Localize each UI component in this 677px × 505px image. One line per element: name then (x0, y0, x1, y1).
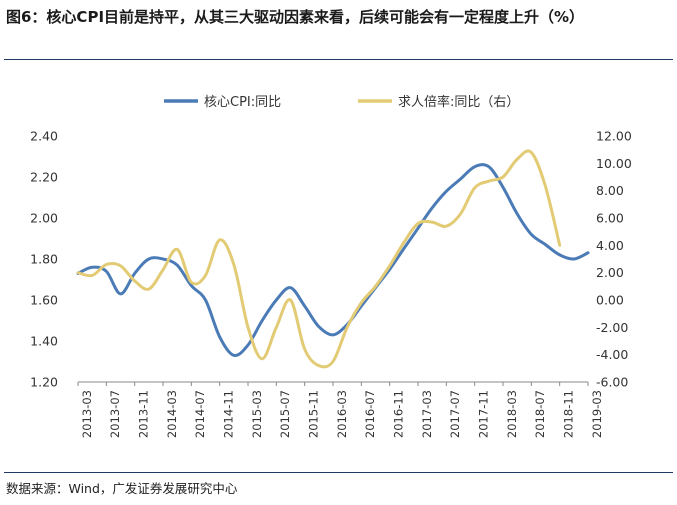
y-left-tick-label: 2.20 (30, 170, 58, 185)
x-tick-label: 2016-11 (391, 390, 405, 438)
x-tick-label: 2015-03 (250, 390, 264, 438)
y-left-tick-label: 1.40 (30, 334, 58, 349)
y-right-tick-label: 6.00 (596, 211, 624, 226)
y-right-tick-label: 10.00 (596, 156, 632, 171)
x-tick-label: 2017-11 (476, 390, 490, 438)
y-right-tick-label: -6.00 (596, 375, 628, 390)
x-tick-label: 2014-07 (193, 390, 207, 438)
y-right-tick-label: 12.00 (596, 129, 632, 144)
x-tick-label: 2018-11 (561, 390, 575, 438)
x-tick-label: 2016-07 (363, 390, 377, 438)
legend-label: 求人倍率:同比（右） (398, 94, 519, 110)
y-right-tick-label: -2.00 (596, 320, 628, 335)
legend: 核心CPI:同比 求人倍率:同比（右） (164, 94, 519, 110)
y-axis-right: 12.00 10.00 8.00 6.00 4.00 2.00 0.00 -2.00 -4.00… (596, 129, 632, 390)
x-tick-label: 2018-07 (533, 390, 547, 438)
y-right-tick-label: -4.00 (596, 347, 628, 362)
x-tick-label: 2013-07 (108, 390, 122, 438)
series-line-job-ratio (76, 149, 562, 369)
x-tick-label: 2019-03 (590, 390, 604, 438)
x-tick-label: 2014-03 (165, 390, 179, 438)
source-note: 数据来源：Wind，广发证券发展研究中心 (6, 481, 238, 496)
x-tick-label: 2015-11 (306, 390, 320, 438)
x-tick-label: 2014-11 (221, 390, 235, 438)
y-right-tick-label: 8.00 (596, 183, 624, 198)
chart-title: 图6：核心CPI目前是持平，从其三大驱动因素来看，后续可能会有一定程度上升（%） (6, 8, 585, 26)
chart-area: 核心CPI:同比 求人倍率:同比（右） 2.40 2.20 2.00 1.80 1.60 1… (30, 94, 632, 438)
x-tick-label: 2018-03 (505, 390, 519, 438)
y-left-tick-label: 1.20 (30, 375, 58, 390)
series-lines (76, 149, 590, 369)
x-tick-label: 2016-03 (335, 390, 349, 438)
series-line-core-cpi (76, 163, 590, 357)
title-divider (4, 59, 673, 60)
legend-label: 核心CPI:同比 (204, 95, 281, 110)
x-tick-label: 2017-03 (420, 390, 434, 438)
x-tick-label: 2013-11 (136, 390, 150, 438)
x-tick-label: 2013-03 (80, 390, 94, 438)
y-right-tick-label: 4.00 (596, 238, 624, 253)
x-tick-label: 2015-07 (278, 390, 292, 438)
y-left-tick-label: 1.60 (30, 293, 58, 308)
y-left-tick-label: 2.00 (30, 211, 58, 226)
source-divider (4, 472, 673, 473)
y-left-tick-label: 2.40 (30, 129, 58, 144)
y-axis-left: 2.40 2.20 2.00 1.80 1.60 1.40 1.20 (30, 129, 58, 390)
x-tick-label: 2017-07 (448, 390, 462, 438)
x-axis: 2013-03 2013-07 2013-11 2014-03 2014-07 2014-… (77, 381, 604, 438)
y-right-tick-label: 2.00 (596, 265, 624, 280)
y-left-tick-label: 1.80 (30, 252, 58, 267)
y-right-tick-label: 0.00 (596, 293, 624, 308)
